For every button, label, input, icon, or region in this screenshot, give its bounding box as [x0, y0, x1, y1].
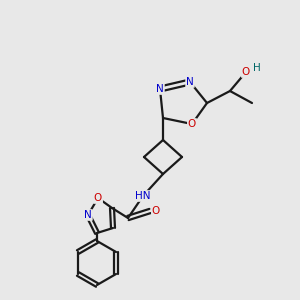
- Text: N: N: [156, 84, 164, 94]
- Text: O: O: [242, 67, 250, 77]
- Text: N: N: [186, 77, 194, 87]
- Text: N: N: [84, 210, 92, 220]
- Text: O: O: [188, 119, 196, 129]
- Text: H: H: [253, 63, 261, 73]
- Text: HN: HN: [135, 191, 151, 201]
- Text: O: O: [152, 206, 160, 216]
- Text: O: O: [94, 193, 102, 203]
